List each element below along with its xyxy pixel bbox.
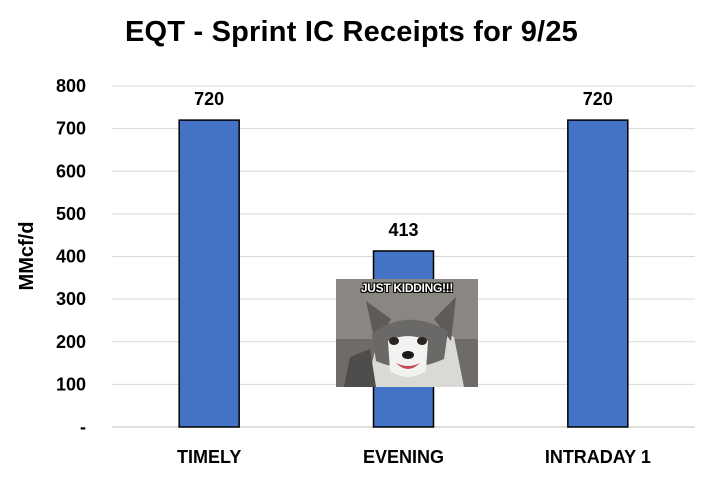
bar [178, 119, 240, 428]
data-label: 720 [583, 89, 613, 109]
husky-meme-image: JUST KIDDING!!! [336, 279, 478, 387]
data-label: 720 [194, 89, 224, 109]
y-tick-label: - [80, 417, 86, 437]
y-tick-label: 300 [56, 289, 86, 309]
y-axis: - 100 200 300 400 500 600 700 800 [56, 76, 86, 437]
data-label: 413 [388, 220, 418, 240]
y-tick-label: 800 [56, 76, 86, 96]
y-tick-label: 400 [56, 247, 86, 267]
y-tick-label: 600 [56, 161, 86, 181]
husky-icon [336, 279, 478, 387]
x-axis: TIMELY EVENING INTRADAY 1 [177, 447, 651, 467]
y-tick-label: 200 [56, 332, 86, 352]
x-tick-label: EVENING [363, 447, 444, 467]
data-labels: 720 413 720 [194, 89, 613, 240]
x-tick-label: INTRADAY 1 [545, 447, 651, 467]
y-tick-label: 100 [56, 374, 86, 394]
y-tick-label: 700 [56, 119, 86, 139]
chart-title: EQT - Sprint IC Receipts for 9/25 [125, 16, 578, 48]
y-axis-label: MMcf/d [16, 222, 38, 291]
bar [567, 119, 629, 428]
meme-caption: JUST KIDDING!!! [360, 281, 454, 295]
y-tick-label: 500 [56, 204, 86, 224]
x-tick-label: TIMELY [177, 447, 241, 467]
